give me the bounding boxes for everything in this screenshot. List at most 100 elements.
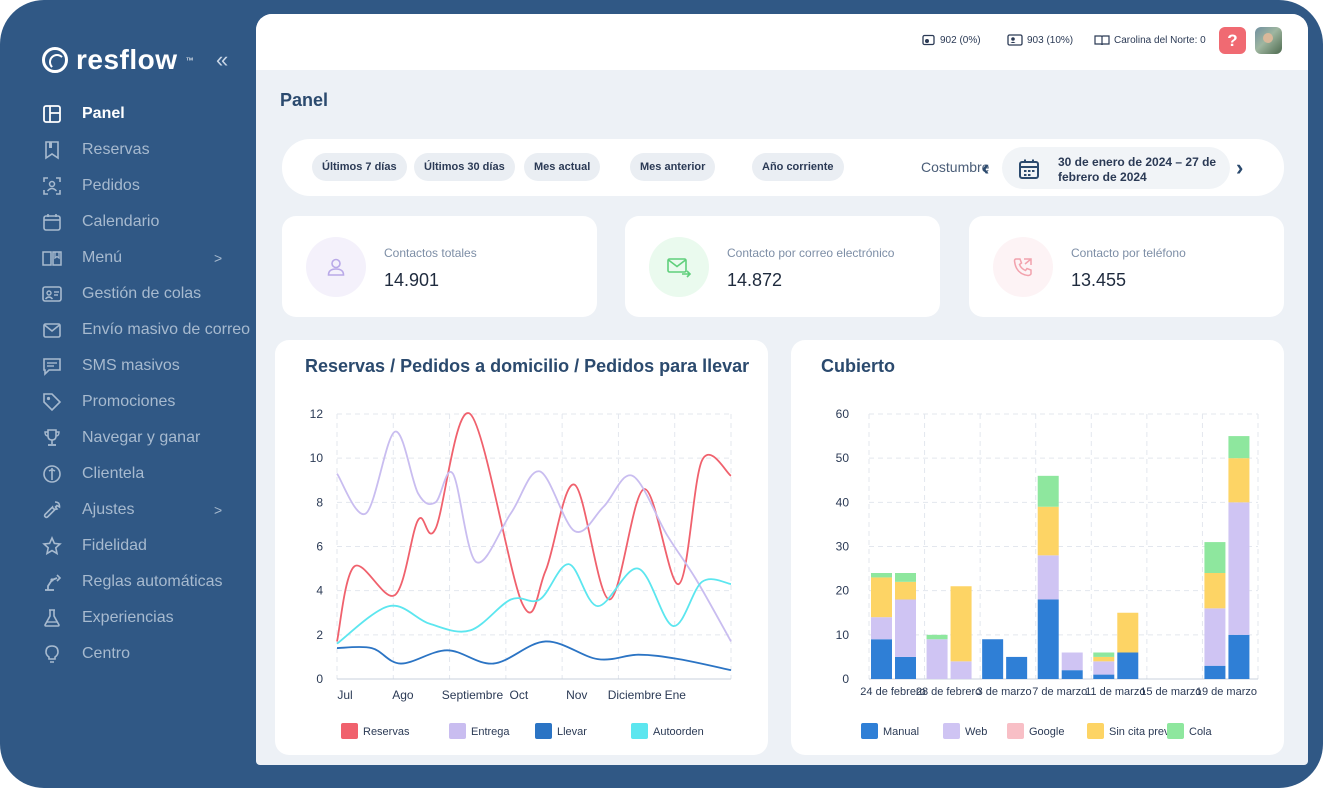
bar-segment-web[interactable] (1228, 502, 1250, 635)
sidebar-item-star[interactable]: Fidelidad (42, 528, 254, 564)
bar-segment-cola[interactable] (1037, 475, 1059, 507)
brand-logo[interactable]: resflow ™ (42, 44, 194, 76)
filter-last-30-days[interactable]: Últimos 30 días (414, 153, 515, 181)
top-stat-queue[interactable]: 903 (10%) (1007, 34, 1073, 46)
stat-icon-bg (649, 237, 709, 297)
sidebar-item-message[interactable]: SMS masivos (42, 348, 254, 384)
y-tick-label: 20 (836, 584, 850, 598)
legend-item[interactable]: Reservas (341, 723, 410, 739)
sidebar-item-trophy[interactable]: Navegar y ganar (42, 420, 254, 456)
bar-segment-web[interactable] (926, 639, 948, 679)
bar-segment-sin-cita-previa[interactable] (950, 586, 972, 662)
bar-segment-sin-cita-previa[interactable] (1037, 506, 1059, 556)
date-range-picker[interactable]: 30 de enero de 2024 – 27 de febrero de 2… (1002, 147, 1230, 189)
bar-segment-cola[interactable] (1204, 542, 1226, 573)
bar-segment-web[interactable] (950, 661, 972, 679)
bar-segment-web[interactable] (1037, 555, 1059, 600)
sidebar-item-book[interactable]: Menú > (42, 240, 254, 276)
bar-segment-web[interactable] (871, 617, 892, 640)
top-stat-web[interactable]: 902 (0%) (922, 34, 981, 46)
bar-segment-manual[interactable] (1037, 599, 1059, 680)
sidebar-item-calendar[interactable]: Calendario (42, 204, 254, 240)
sidebar-item-wrench[interactable]: Ajustes > (42, 492, 254, 528)
sidebar-item-label: Ajustes (82, 501, 135, 518)
bar-segment-sin-cita-previa[interactable] (1228, 458, 1250, 503)
chevron-right-icon[interactable]: › (1236, 155, 1244, 180)
bar-segment-cola[interactable] (1093, 652, 1115, 657)
bar-segment-sin-cita-previa[interactable] (1204, 573, 1226, 609)
bar-segment-manual[interactable] (1093, 674, 1115, 679)
bar-segment-manual[interactable] (895, 656, 916, 679)
bar-segment-manual[interactable] (1117, 652, 1139, 680)
sidebar-item-lightbulb[interactable]: Centro (42, 636, 254, 672)
bar-segment-manual[interactable] (1006, 656, 1028, 679)
legend-item[interactable]: Sin cita previa (1087, 723, 1179, 739)
filter-custom[interactable]: Costumbre (921, 159, 990, 175)
sidebar-item-clientela[interactable]: Clientela (42, 456, 254, 492)
sidebar-item-tag[interactable]: Promociones (42, 384, 254, 420)
collapse-sidebar-icon[interactable]: « (216, 47, 229, 72)
bar-segment-web[interactable] (1204, 608, 1226, 666)
sidebar-item-flask[interactable]: Experiencias (42, 600, 254, 636)
legend-item[interactable]: Manual (861, 723, 919, 739)
sidebar-item-robot-arm[interactable]: Reglas automáticas (42, 564, 254, 600)
sidebar-item-label: Reservas (82, 141, 150, 158)
bar-segment-sin-cita-previa[interactable] (895, 581, 916, 600)
legend-label: Web (965, 726, 987, 738)
main-panel: 902 (0%) 903 (10%) Carolina del Norte: 0… (256, 14, 1308, 765)
bar-segment-web[interactable] (1093, 661, 1115, 675)
top-stat-location[interactable]: Carolina del Norte: 0 (1094, 34, 1206, 46)
star-icon (42, 536, 62, 556)
filter-last-7-days[interactable]: Últimos 7 días (312, 153, 407, 181)
avatar[interactable] (1255, 27, 1282, 54)
stat-label: Contacto por correo electrónico (727, 246, 895, 260)
y-tick-label: 40 (836, 495, 850, 509)
filter-previous-month[interactable]: Mes anterior (630, 153, 716, 181)
legend-item[interactable]: Entrega (449, 723, 510, 739)
filter-current-month[interactable]: Mes actual (524, 153, 601, 181)
bar-segment-cola[interactable] (895, 573, 916, 582)
legend-item[interactable]: Llevar (535, 723, 587, 739)
bar-segment-manual[interactable] (1061, 670, 1083, 679)
legend-item[interactable]: Google (1007, 723, 1064, 739)
bar-segment-cola[interactable] (871, 573, 892, 578)
legend-swatch (1007, 723, 1024, 739)
legend-item[interactable]: Web (943, 723, 987, 739)
help-button[interactable]: ? (1219, 27, 1246, 54)
sidebar-item-bookmark[interactable]: Reservas (42, 132, 254, 168)
stat-label: Contactos totales (384, 246, 477, 260)
sidebar-item-label: Navegar y ganar (82, 429, 201, 446)
x-tick-label: Diciembre (608, 688, 662, 702)
legend-item[interactable]: Cola (1167, 723, 1213, 739)
sidebar-item-label: Envío masivo de correo (82, 321, 251, 338)
bar-segment-web[interactable] (1061, 652, 1083, 671)
legend-item[interactable]: Autoorden (631, 723, 704, 739)
bar-segment-sin-cita-previa[interactable] (1093, 656, 1115, 662)
chevron-left-icon[interactable]: ‹ (982, 155, 990, 180)
x-tick-label: 3 de marzo (977, 686, 1032, 698)
bar-segment-web[interactable] (895, 599, 916, 657)
bar-segment-cola[interactable] (926, 634, 948, 640)
filter-current-year[interactable]: Año corriente (752, 153, 844, 181)
sidebar-item-id-card[interactable]: Gestión de colas (42, 276, 254, 312)
legend-swatch (449, 723, 466, 739)
stat-icon-bg (993, 237, 1053, 297)
x-tick-label: 24 de febrero (860, 686, 925, 698)
x-tick-label: 7 de marzo (1032, 686, 1087, 698)
bar-segment-manual[interactable] (1228, 634, 1250, 679)
sidebar-item-layout[interactable]: Panel (42, 96, 254, 132)
y-tick-label: 0 (842, 672, 849, 686)
sidebar-item-label: SMS masivos (82, 357, 180, 374)
bar-segment-cola[interactable] (1228, 436, 1250, 459)
sidebar-item-scan[interactable]: Pedidos (42, 168, 254, 204)
bar-segment-manual[interactable] (871, 639, 892, 679)
book-icon (42, 248, 62, 268)
bar-segment-sin-cita-previa[interactable] (871, 577, 892, 618)
bar-segment-sin-cita-previa[interactable] (1117, 612, 1139, 653)
sidebar-item-envelope[interactable]: Envío masivo de correo (42, 312, 254, 348)
bar-segment-manual[interactable] (1204, 665, 1226, 679)
bar-segment-manual[interactable] (982, 639, 1004, 679)
y-tick-label: 12 (310, 407, 324, 421)
sidebar-item-label: Reglas automáticas (82, 573, 223, 590)
sidebar-item-label: Promociones (82, 393, 176, 410)
